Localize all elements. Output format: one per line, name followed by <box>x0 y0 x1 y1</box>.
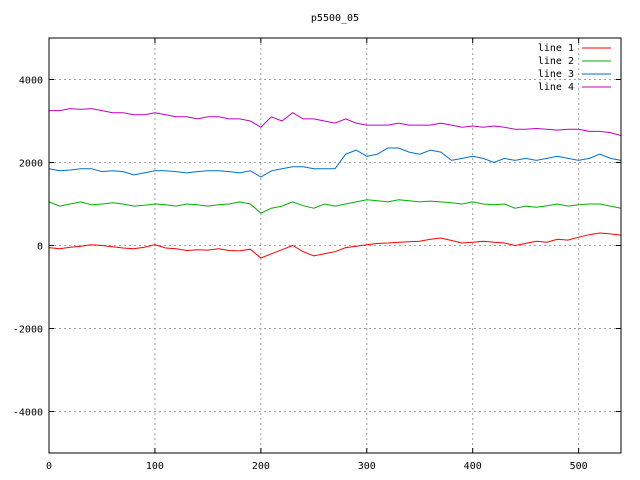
y-tick-label: 4000 <box>19 76 43 87</box>
legend-label: line 3 <box>538 69 574 80</box>
grid <box>49 38 621 453</box>
x-tick-label: 0 <box>46 461 52 472</box>
chart-title: p5500_05 <box>311 13 359 24</box>
series-group <box>48 108 622 259</box>
legend-label: line 4 <box>538 82 574 93</box>
legend-label: line 1 <box>538 43 574 54</box>
x-tick-label: 200 <box>252 461 270 472</box>
legend-label: line 2 <box>538 56 574 67</box>
series-line-4 <box>49 108 622 136</box>
series-line-2 <box>48 199 622 214</box>
x-tick-label: 400 <box>464 461 482 472</box>
y-tick-label: -4000 <box>13 408 43 419</box>
series-line-1 <box>48 232 622 259</box>
series-line-3 <box>48 147 622 178</box>
y-tick-label: -2000 <box>13 325 43 336</box>
axes: 0 100 200 300 400 500 -4000 -2000 0 2000 4000 <box>13 38 621 472</box>
y-tick-label: 0 <box>37 242 43 253</box>
x-tick-label: 100 <box>146 461 164 472</box>
x-tick-label: 500 <box>570 461 588 472</box>
y-tick-label: 2000 <box>19 159 43 170</box>
legend: line 1 line 2 line 3 line 4 <box>538 43 611 93</box>
x-tick-label: 300 <box>358 461 376 472</box>
